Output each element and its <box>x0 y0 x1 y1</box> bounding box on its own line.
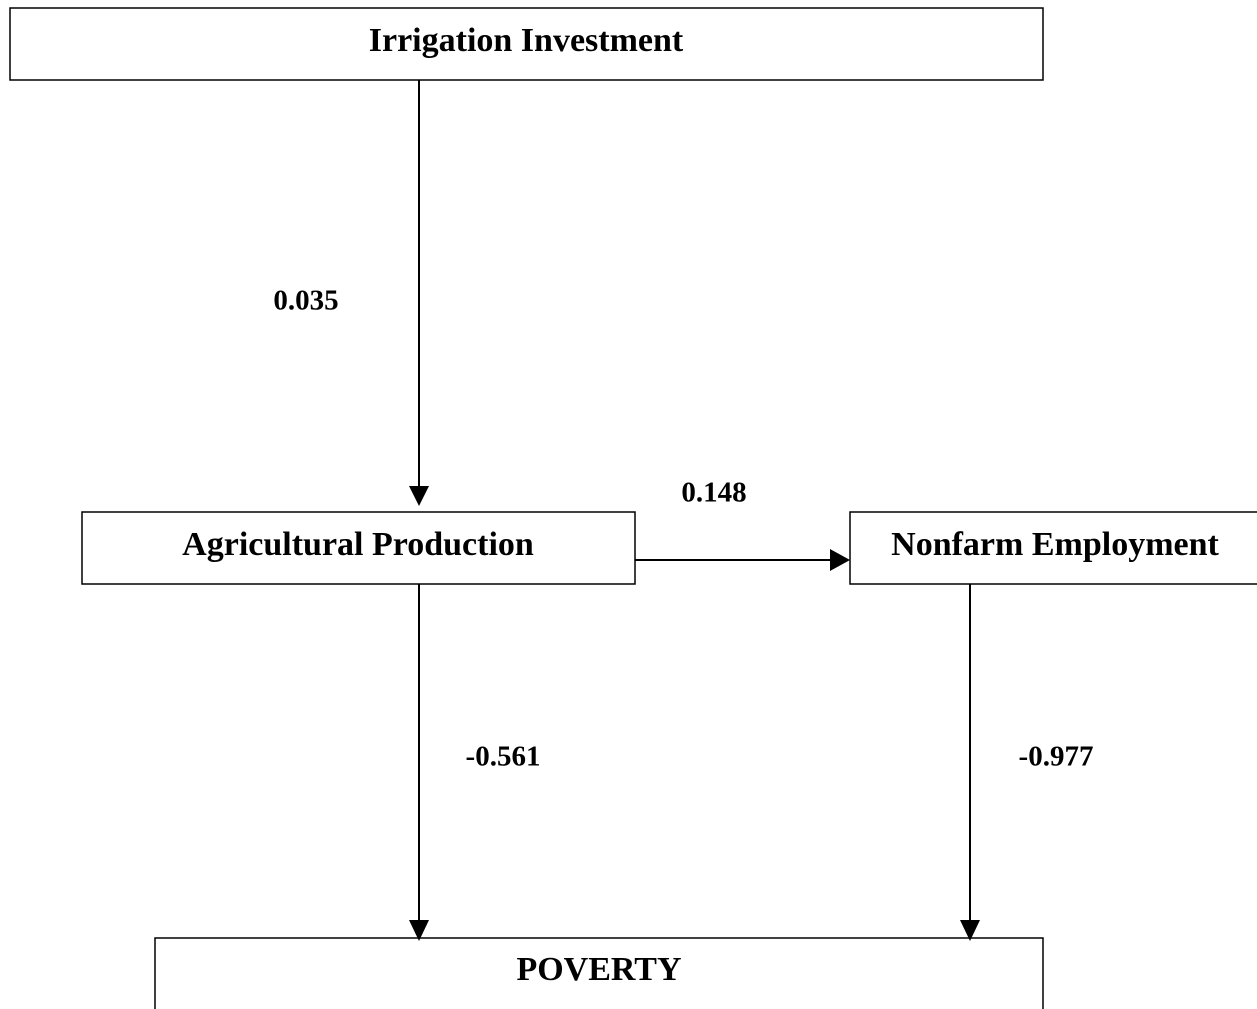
node-box <box>154 937 1044 1009</box>
edge-label: 0.035 <box>273 285 338 317</box>
node-box <box>849 511 1257 585</box>
arrow-head <box>830 549 850 571</box>
arrow-head <box>960 920 980 941</box>
arrow-head <box>409 486 429 506</box>
node-box <box>81 511 636 585</box>
node-label: Nonfarm Employment <box>891 526 1219 563</box>
edge-label: -0.561 <box>466 741 541 773</box>
node-label: Irrigation Investment <box>369 22 684 59</box>
node-box <box>9 7 1044 81</box>
node-label: Agricultural Production <box>182 526 534 563</box>
edge-label: 0.148 <box>681 477 746 509</box>
arrow-head <box>409 920 429 941</box>
edge-label: -0.977 <box>1019 741 1094 773</box>
node-label: POVERTY <box>516 951 681 988</box>
